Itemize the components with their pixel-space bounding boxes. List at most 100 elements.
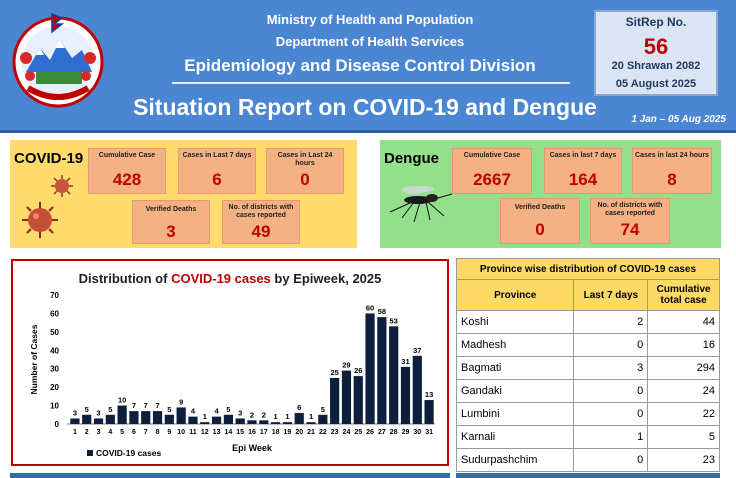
province-table: Province wise distribution of COVID-19 c… bbox=[455, 258, 720, 472]
covid-districts-card: No. of districts with cases reported 49 bbox=[222, 200, 300, 244]
y-tick-label: 20 bbox=[50, 383, 59, 392]
cumulative-header: Cumulative total case bbox=[647, 279, 720, 311]
x-tick-label: 12 bbox=[201, 429, 209, 436]
bar-data-label: 4 bbox=[214, 407, 219, 416]
x-tick-label: 24 bbox=[343, 429, 351, 436]
chart-bar bbox=[294, 412, 304, 424]
covid-panel-title: COVID-19 bbox=[14, 150, 84, 167]
bar-data-label: 60 bbox=[366, 303, 374, 312]
province-last7: 3 bbox=[573, 356, 649, 380]
covid-last24-card: Cases in Last 24 hours 0 bbox=[266, 148, 344, 194]
y-tick-label: 50 bbox=[50, 328, 59, 337]
chart-title-highlight: COVID-19 cases bbox=[171, 271, 271, 286]
epiweek-bar-chart: 0102030405060703152335410576777859910411… bbox=[29, 291, 435, 458]
chart-bar bbox=[259, 420, 269, 424]
report-header: Ministry of Health and Population Depart… bbox=[0, 0, 736, 130]
bottom-strip-right bbox=[456, 473, 720, 478]
x-tick-label: 23 bbox=[331, 429, 339, 436]
bar-data-label: 2 bbox=[262, 410, 266, 419]
x-tick-label: 21 bbox=[307, 429, 315, 436]
covid-last7-label: Cases in Last 7 days bbox=[182, 152, 252, 159]
covid-deaths-card: Verified Deaths 3 bbox=[132, 200, 210, 244]
bar-data-label: 13 bbox=[425, 390, 433, 399]
dengue-last7-label: Cases in last 7 days bbox=[549, 152, 617, 159]
dengue-deaths-value: 0 bbox=[535, 220, 545, 239]
division-name: Epidemiology and Disease Control Divisio… bbox=[184, 56, 536, 75]
chart-bar bbox=[412, 355, 422, 424]
x-tick-label: 2 bbox=[85, 429, 89, 436]
bar-data-label: 37 bbox=[413, 346, 421, 355]
x-tick-label: 11 bbox=[189, 429, 197, 436]
bar-data-label: 9 bbox=[179, 397, 183, 406]
bar-data-label: 1 bbox=[309, 412, 313, 421]
chart-bar bbox=[70, 418, 80, 424]
x-tick-label: 17 bbox=[260, 429, 268, 436]
province-header: Province bbox=[455, 279, 575, 311]
chart-title: Distribution of COVID-19 cases by Epiwee… bbox=[13, 271, 447, 286]
x-tick-label: 16 bbox=[248, 429, 256, 436]
virus-large-icon bbox=[22, 202, 58, 238]
province-last7: 0 bbox=[573, 379, 649, 403]
x-tick-label: 10 bbox=[177, 429, 185, 436]
dengue-panel-title: Dengue bbox=[384, 150, 440, 167]
chart-bar bbox=[223, 414, 233, 424]
x-tick-label: 9 bbox=[167, 429, 171, 436]
x-tick-label: 28 bbox=[390, 429, 398, 436]
chart-bar bbox=[330, 377, 340, 424]
sitrep-number: 56 bbox=[643, 34, 669, 59]
x-tick-label: 13 bbox=[213, 429, 221, 436]
province-last7: 0 bbox=[573, 402, 649, 426]
chart-bar bbox=[164, 414, 174, 424]
bar-data-label: 3 bbox=[73, 408, 77, 417]
table-row: Lumbini 0 22 bbox=[455, 402, 720, 426]
nepal-emblem-icon bbox=[12, 12, 104, 108]
y-tick-label: 10 bbox=[50, 402, 59, 411]
table-row: Karnali 1 5 bbox=[455, 425, 720, 449]
dengue-deaths-label: Verified Deaths bbox=[514, 204, 566, 211]
chart-bar bbox=[141, 411, 151, 424]
mosquito-icon bbox=[389, 186, 453, 223]
chart-bar bbox=[306, 422, 316, 424]
province-last7: 2 bbox=[573, 310, 649, 334]
sitrep-label: SitRep No. bbox=[625, 15, 687, 29]
x-tick-label: 29 bbox=[402, 429, 410, 436]
x-tick-label: 31 bbox=[425, 429, 433, 436]
covid-districts-value: 49 bbox=[251, 222, 271, 241]
covid-districts-label: No. of districts with cases reported bbox=[228, 204, 294, 219]
dengue-last7-value: 164 bbox=[568, 170, 598, 189]
ministry-name: Ministry of Health and Population bbox=[266, 12, 474, 27]
y-tick-label: 60 bbox=[50, 309, 59, 318]
covid-cumulative-card: Cumulative Case 428 bbox=[88, 148, 166, 194]
bar-data-label: 5 bbox=[85, 405, 89, 414]
epiweek-chart-box: Distribution of COVID-19 cases by Epiwee… bbox=[11, 259, 449, 466]
bar-data-label: 58 bbox=[378, 307, 386, 316]
legend-label: COVID-19 cases bbox=[96, 448, 161, 458]
department-name: Department of Health Services bbox=[275, 34, 465, 49]
x-tick-label: 8 bbox=[156, 429, 160, 436]
chart-bar bbox=[105, 414, 115, 424]
dengue-last24-card: Cases in last 24 hours 8 bbox=[632, 148, 712, 194]
chart-title-suffix: by Epiweek, 2025 bbox=[270, 271, 382, 286]
x-tick-label: 19 bbox=[284, 429, 292, 436]
bar-data-label: 1 bbox=[285, 412, 289, 421]
province-total: 294 bbox=[647, 356, 720, 380]
covid-last24-value: 0 bbox=[300, 170, 310, 189]
bar-data-label: 1 bbox=[274, 412, 278, 421]
province-name: Sudurpashchim bbox=[455, 448, 575, 472]
dengue-deaths-card: Verified Deaths 0 bbox=[500, 198, 580, 244]
province-last7: 0 bbox=[573, 333, 649, 357]
chart-bar bbox=[365, 313, 375, 424]
table-row: Koshi 2 44 bbox=[455, 310, 720, 334]
chart-bar bbox=[129, 411, 139, 424]
province-name: Bagmati bbox=[455, 356, 575, 380]
table-row: Madhesh 0 16 bbox=[455, 333, 720, 357]
chart-bar bbox=[424, 400, 434, 424]
bar-data-label: 25 bbox=[330, 368, 338, 377]
chart-bar bbox=[200, 422, 210, 424]
y-tick-label: 70 bbox=[50, 291, 59, 300]
dengue-last24-label: Cases in last 24 hours bbox=[635, 152, 709, 159]
province-total: 24 bbox=[647, 379, 720, 403]
dengue-cumulative-label: Cumulative Case bbox=[463, 152, 521, 159]
chart-bar bbox=[117, 405, 127, 424]
x-tick-label: 25 bbox=[354, 429, 362, 436]
